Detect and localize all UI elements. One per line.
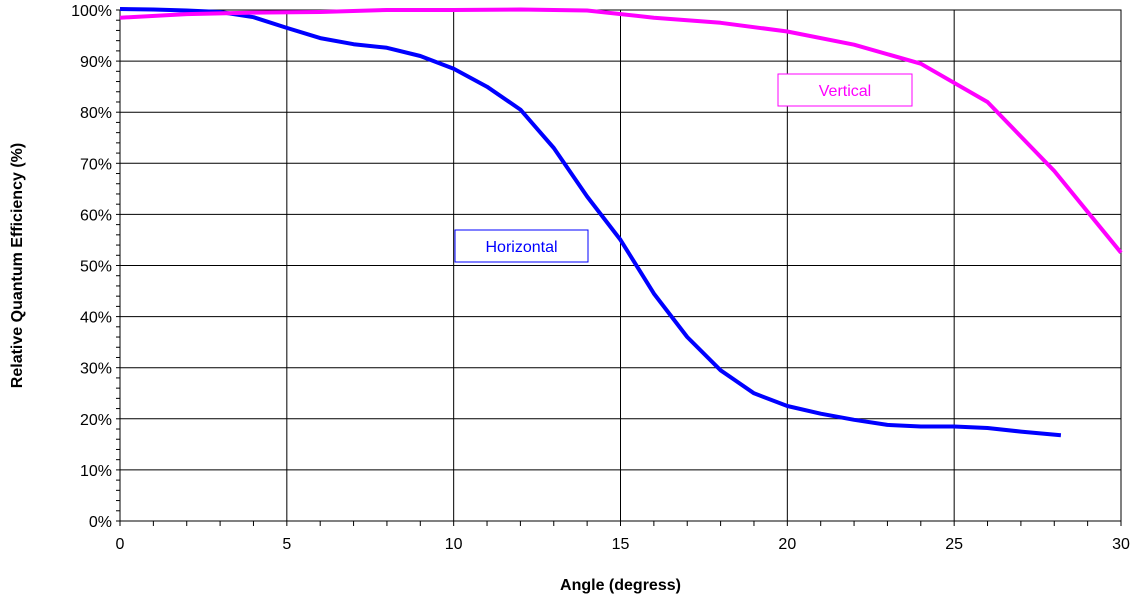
x-tick-label: 10 <box>445 536 463 553</box>
y-tick-label: 20% <box>80 412 112 429</box>
y-axis-title: Relative Quantum Efficiency (%) <box>9 143 26 388</box>
annotation-vertical-label: Vertical <box>819 83 871 100</box>
annotation-horizontal-label: Horizontal <box>485 239 557 256</box>
annotation-horizontal-box <box>454 229 589 263</box>
y-tick-label: 50% <box>80 259 112 276</box>
x-tick-label: 0 <box>116 536 125 553</box>
x-tick-label: 20 <box>778 536 796 553</box>
y-tick-label: 10% <box>80 463 112 480</box>
y-axis-tick-labels: 0% 10% 20% 30% 40% 50% 60% 70% 80% 90% 100% <box>71 3 112 531</box>
y-tick-label: 90% <box>80 54 112 71</box>
y-tick-label: 100% <box>71 3 112 20</box>
y-tick-label: 80% <box>80 105 112 122</box>
y-tick-label: 40% <box>80 310 112 327</box>
annotation-vertical-box <box>777 73 913 107</box>
y-tick-label: 30% <box>80 361 112 378</box>
minor-tick-marks <box>116 9 1122 526</box>
series-layer <box>119 7 1123 438</box>
x-axis-title: Angle (degress) <box>560 577 681 594</box>
annotation-horizontal: Horizontal <box>454 229 589 263</box>
x-tick-label: 5 <box>282 536 291 553</box>
x-axis-tick-labels: 0 5 10 15 20 25 30 <box>116 536 1130 553</box>
x-tick-label: 30 <box>1112 536 1130 553</box>
grid-lines <box>119 9 1122 522</box>
annotation-vertical: Vertical <box>777 73 913 107</box>
y-tick-label: 0% <box>89 514 112 531</box>
x-tick-label: 25 <box>945 536 963 553</box>
x-tick-label: 15 <box>612 536 630 553</box>
series-line-vertical <box>119 7 1123 254</box>
y-tick-label: 60% <box>80 207 112 224</box>
series-line-horizontal <box>119 7 1062 438</box>
y-tick-label: 70% <box>80 156 112 173</box>
